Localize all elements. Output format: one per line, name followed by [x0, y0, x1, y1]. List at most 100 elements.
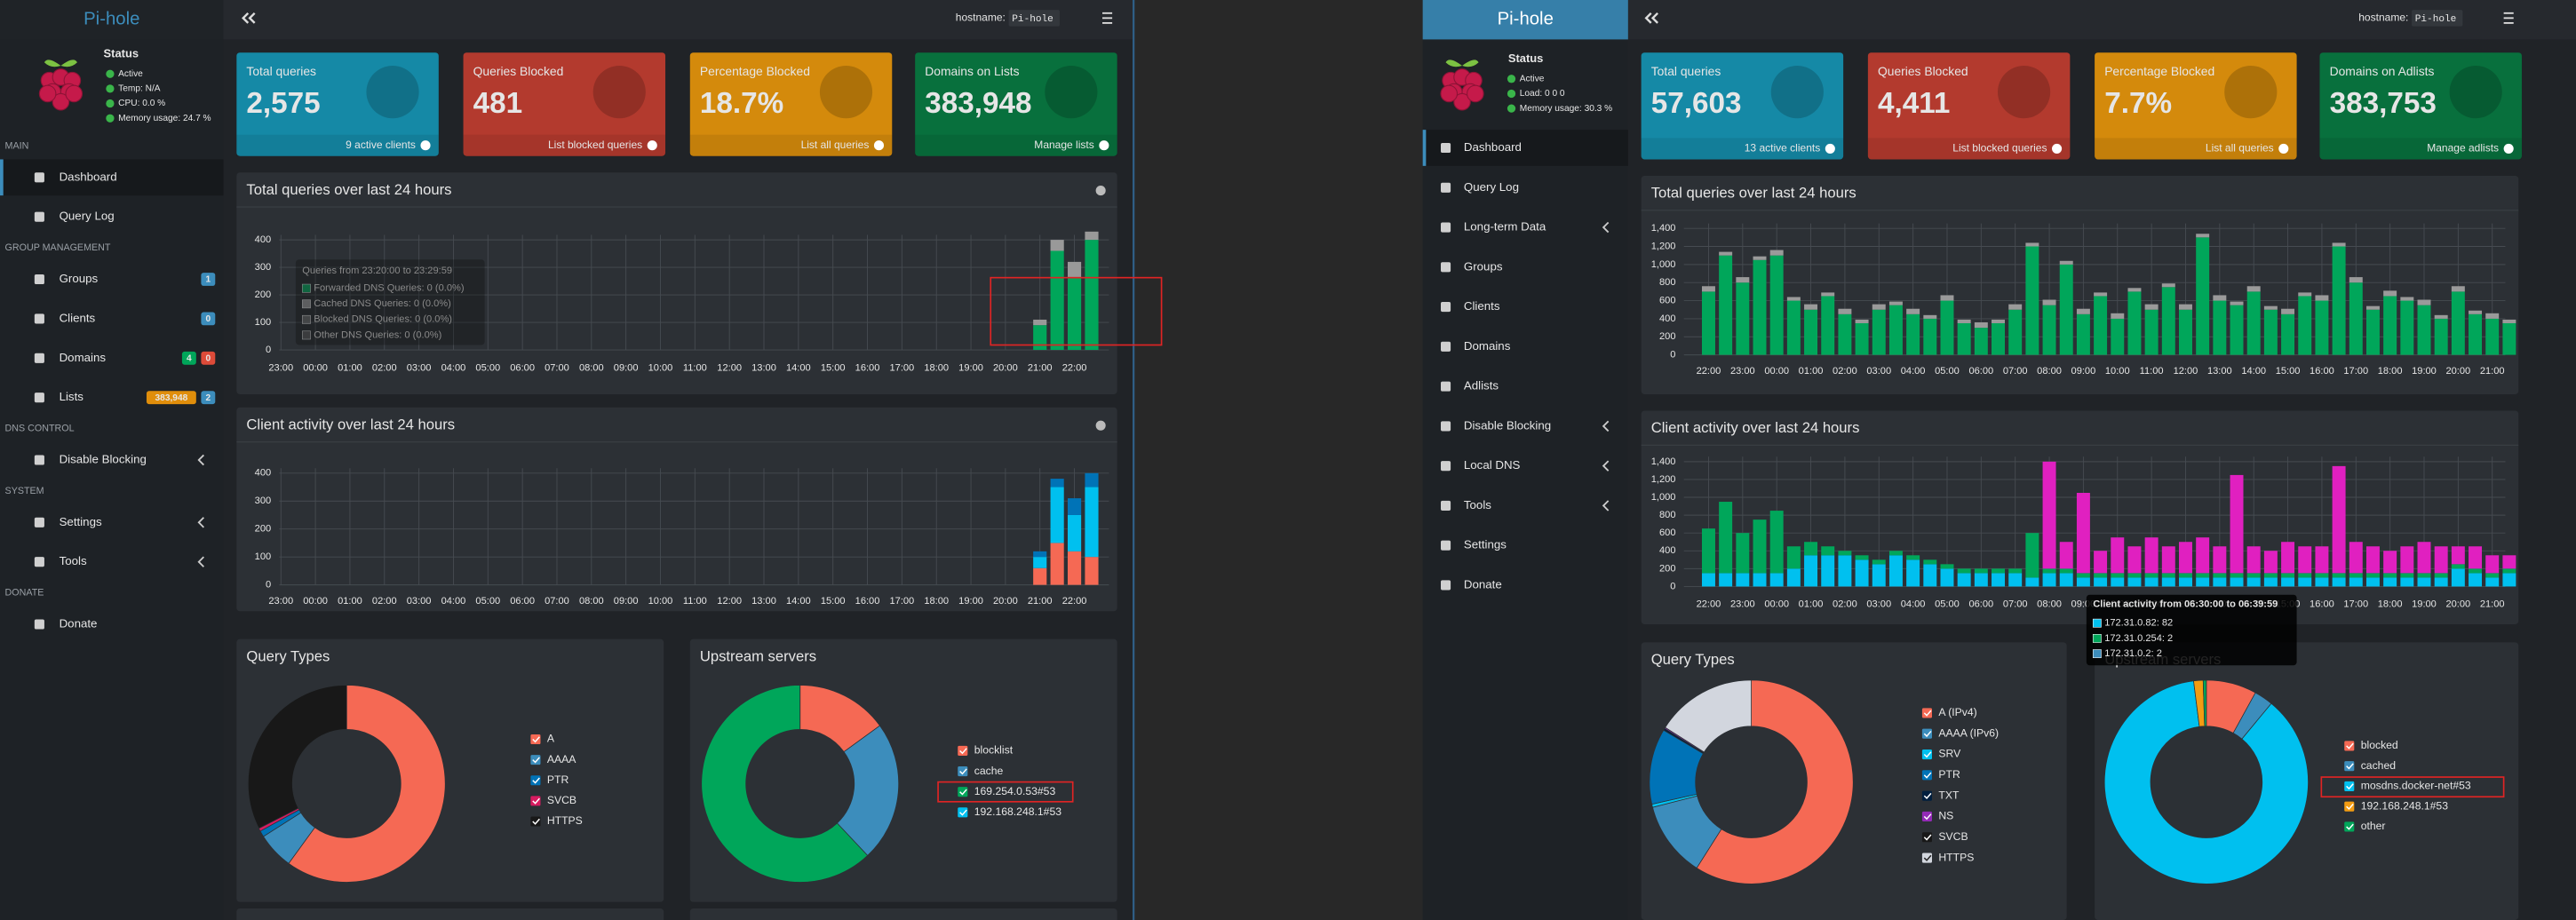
nav-item[interactable]: Long-term Data	[1464, 220, 1546, 234]
collapse-button[interactable]	[242, 12, 256, 24]
stat-link[interactable]: List blocked queries	[1952, 142, 2047, 155]
x-tick-label: 13:00	[751, 596, 776, 607]
nav-icon[interactable]	[1441, 182, 1451, 193]
nav-icon[interactable]	[1441, 461, 1451, 472]
legend-checkbox[interactable]	[1921, 770, 1932, 781]
legend-checkbox[interactable]	[958, 807, 968, 818]
stat-value: 57,603	[1651, 87, 1742, 120]
legend-checkbox[interactable]	[958, 787, 968, 797]
nav-icon[interactable]	[34, 455, 44, 465]
bar	[1923, 559, 1937, 565]
bar	[1719, 573, 1733, 587]
nav-item[interactable]: Clients	[60, 311, 96, 324]
nav-icon[interactable]	[1441, 302, 1451, 313]
legend-checkbox[interactable]	[530, 755, 541, 765]
nav-item[interactable]: Settings	[1464, 538, 1507, 551]
nav-icon[interactable]	[34, 557, 44, 567]
legend-checkbox[interactable]	[530, 816, 541, 827]
bar	[2281, 577, 2295, 587]
nav-item[interactable]: Adlists	[1464, 379, 1499, 393]
hostname-label: hostname:	[2358, 12, 2408, 24]
legend-checkbox[interactable]	[2344, 761, 2355, 772]
stat-link-arrow	[647, 140, 657, 151]
nav-item[interactable]: Disable Blocking	[60, 453, 147, 466]
stat-link[interactable]: 13 active clients	[1745, 142, 1820, 155]
nav-item[interactable]: Query Log	[1464, 180, 1519, 194]
legend-checkbox[interactable]	[530, 734, 541, 745]
legend-checkbox[interactable]	[958, 766, 968, 777]
status-dot	[1507, 104, 1516, 113]
x-tick-label: 12:00	[717, 362, 742, 373]
nav-chevron	[1602, 460, 1610, 472]
nav-item[interactable]: Lists	[60, 390, 84, 403]
nav-icon[interactable]	[1441, 540, 1451, 551]
nav-item[interactable]: Clients	[1464, 299, 1500, 313]
legend-checkbox[interactable]	[1921, 811, 1932, 821]
legend-checkbox[interactable]	[2344, 781, 2355, 791]
nav-item[interactable]: Groups	[60, 272, 99, 285]
nav-item[interactable]: Tools	[60, 554, 87, 567]
nav-icon[interactable]	[34, 517, 44, 527]
nav-icon[interactable]	[34, 619, 44, 630]
legend-checkbox[interactable]	[1921, 853, 1932, 863]
nav-icon[interactable]	[1441, 381, 1451, 392]
legend-checkbox[interactable]	[1921, 749, 1932, 760]
legend-checkbox[interactable]	[1921, 790, 1932, 801]
nav-icon[interactable]	[1441, 142, 1451, 154]
nav-icon[interactable]	[34, 313, 44, 324]
stat-link[interactable]: Manage adlists	[2427, 142, 2499, 155]
stat-link[interactable]: 9 active clients	[346, 139, 416, 151]
nav-icon[interactable]	[1441, 262, 1451, 273]
nav-icon[interactable]	[1441, 222, 1451, 233]
legend-check	[532, 797, 540, 805]
nav-item[interactable]: Settings	[60, 515, 102, 528]
legend-checkbox[interactable]	[2344, 801, 2355, 812]
nav-item[interactable]: Dashboard	[1464, 140, 1522, 154]
collapse-button[interactable]	[1644, 12, 1658, 24]
bar	[2127, 288, 2142, 292]
nav-icon[interactable]	[34, 172, 44, 183]
bar	[2383, 577, 2397, 587]
bar	[1872, 564, 1886, 587]
nav-item[interactable]: Domains	[1464, 339, 1511, 353]
legend-checkbox[interactable]	[958, 745, 968, 756]
stat-title: Queries Blocked	[473, 64, 564, 78]
nav-item[interactable]: Local DNS	[1464, 458, 1521, 472]
stat-link-arrow	[1825, 143, 1835, 154]
hostname-label: hostname:	[956, 12, 1006, 24]
nav-icon[interactable]	[34, 211, 44, 222]
legend-checkbox[interactable]	[1921, 708, 1932, 718]
x-tick-label: 05:00	[1935, 366, 1960, 377]
nav-icon[interactable]	[34, 274, 44, 285]
nav-icon[interactable]	[34, 393, 44, 403]
x-tick-label: 12:00	[2174, 366, 2198, 377]
bar	[2144, 577, 2159, 587]
bar	[2094, 577, 2108, 587]
nav-item[interactable]: Query Log	[60, 210, 115, 223]
legend-checkbox[interactable]	[2344, 821, 2355, 832]
nav-icon[interactable]	[1441, 580, 1451, 591]
nav-item[interactable]: Disable Blocking	[1464, 418, 1551, 432]
legend-checkbox[interactable]	[530, 775, 541, 786]
nav-icon[interactable]	[34, 353, 44, 363]
nav-icon[interactable]	[1441, 421, 1451, 432]
nav-item[interactable]: Tools	[1464, 498, 1491, 512]
bar	[2281, 542, 2295, 574]
nav-icon[interactable]	[1441, 500, 1451, 511]
stat-link[interactable]: List blocked queries	[548, 139, 642, 151]
nav-item[interactable]: Groups	[1464, 259, 1503, 273]
nav-item[interactable]: Donate	[60, 617, 98, 631]
stat-link[interactable]: List all queries	[801, 139, 870, 151]
legend-checkbox[interactable]	[2344, 741, 2355, 751]
nav-item[interactable]: Dashboard	[60, 170, 117, 183]
nav-item[interactable]: Domains	[60, 351, 107, 364]
stat-link[interactable]: List all queries	[2206, 142, 2274, 155]
bar	[1888, 551, 1903, 556]
stat-link[interactable]: Manage lists	[1034, 139, 1093, 151]
x-tick-label: 08:00	[579, 362, 604, 373]
legend-checkbox[interactable]	[1921, 832, 1932, 843]
nav-icon[interactable]	[1441, 341, 1451, 352]
legend-checkbox[interactable]	[530, 796, 541, 806]
legend-checkbox[interactable]	[1921, 728, 1932, 739]
nav-item[interactable]: Donate	[1464, 577, 1502, 591]
